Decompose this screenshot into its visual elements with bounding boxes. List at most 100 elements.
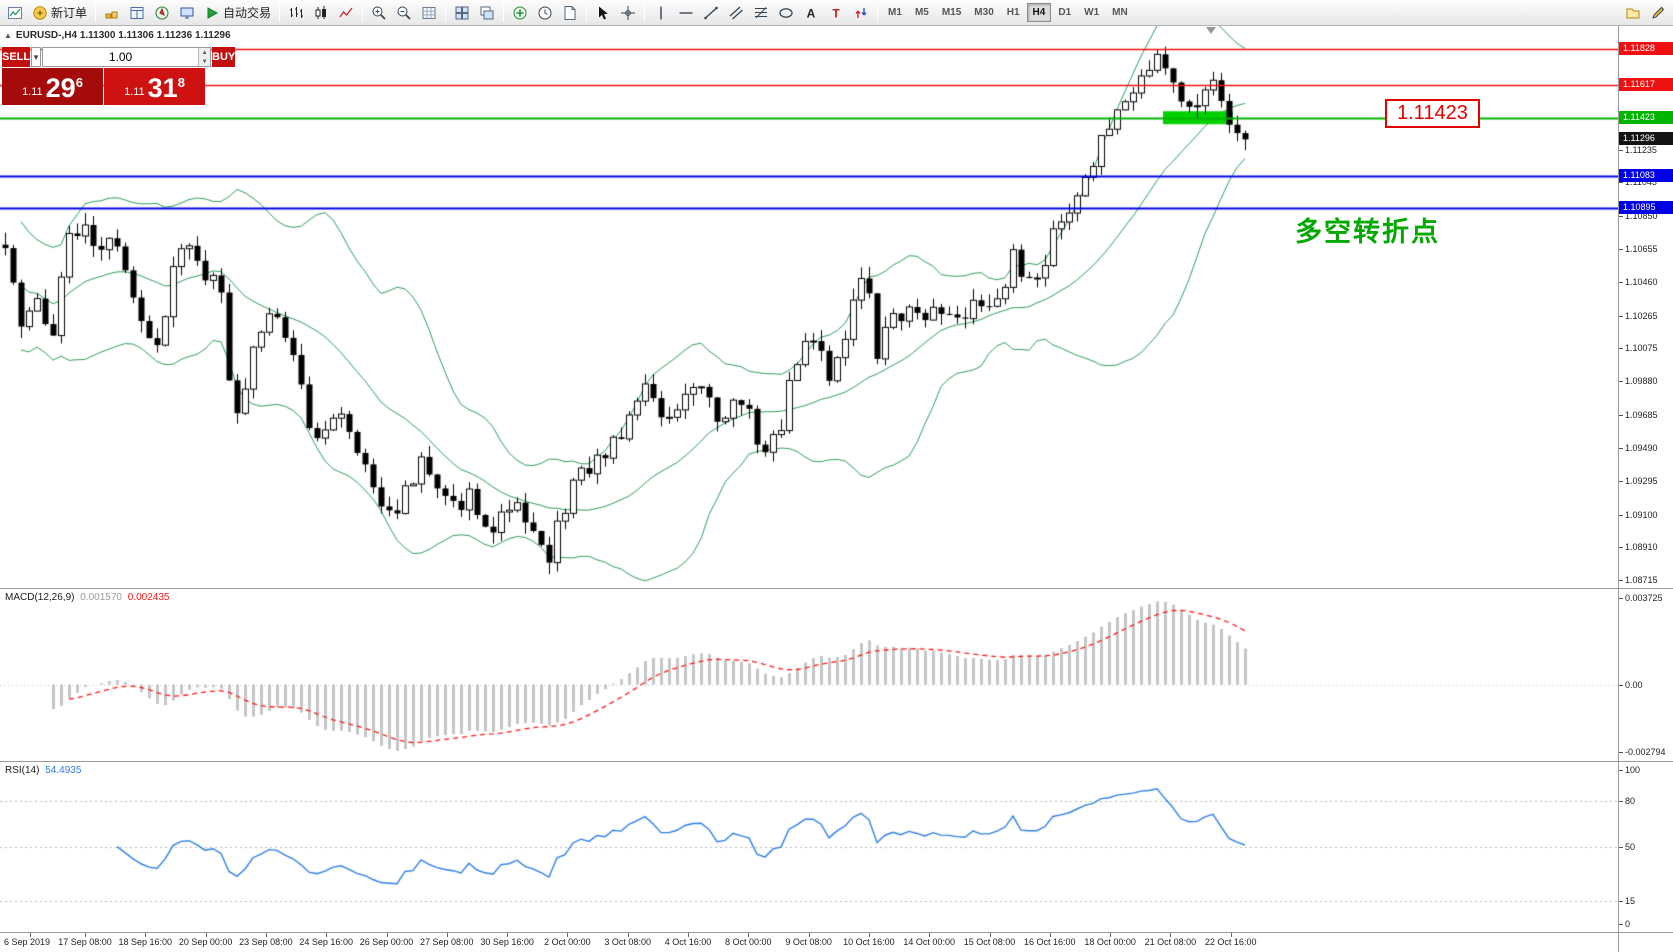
cursor-icon <box>595 5 611 21</box>
timeframe-h1-button[interactable]: H1 <box>1006 7 1020 18</box>
shapes-button[interactable] <box>774 2 798 24</box>
tile-windows-button[interactable] <box>450 2 474 24</box>
candles-button[interactable] <box>309 2 333 24</box>
new-order-button-label: 新订单 <box>51 6 88 20</box>
timeframe-m15-button[interactable]: M15 <box>941 7 962 18</box>
lot-increase-button[interactable]: ▲ <box>199 48 211 57</box>
chart-workspace: ▲ EURUSD-,H4 1.11300 1.11306 1.11236 1.1… <box>0 26 1673 952</box>
macd-label: MACD(12,26,9) <box>5 592 75 603</box>
cascade-windows-button[interactable] <box>475 2 499 24</box>
buy-button[interactable]: BUY <box>212 47 236 67</box>
price-axis-label: 0 <box>1625 919 1631 929</box>
axis-separator <box>1618 588 1673 589</box>
sell-price-button[interactable]: 1.11 29 6 <box>2 68 103 105</box>
macd-panel: MACD(12,26,9) 0.001570 0.002435 <box>0 589 1618 761</box>
new-chart-button[interactable] <box>3 2 27 24</box>
svg-text:A: A <box>807 6 816 20</box>
toolbar-separator <box>586 3 588 22</box>
price-level-label[interactable]: 1.11423 <box>1385 99 1480 128</box>
zoom-out-button[interactable] <box>392 2 416 24</box>
toolbar-separator <box>644 3 646 22</box>
lot-preset-dropdown[interactable]: ▼ <box>31 47 42 67</box>
rsi-panel: RSI(14) 54.4935 <box>0 762 1618 932</box>
panel-separator[interactable] <box>0 588 1618 589</box>
fibonacci-button[interactable] <box>749 2 773 24</box>
macd-canvas[interactable] <box>0 589 1618 761</box>
price-axis-label: 1.08910 <box>1625 542 1658 552</box>
lot-size-input[interactable] <box>43 48 199 66</box>
grid-icon <box>421 5 437 21</box>
rsi-canvas[interactable] <box>0 762 1618 932</box>
axis-tick-mark <box>1619 381 1623 382</box>
quick-edit-button[interactable] <box>1646 2 1670 24</box>
autotrading-icon <box>204 5 220 21</box>
sell-button[interactable]: SELL <box>2 47 31 67</box>
svg-text:T: T <box>832 6 840 20</box>
cursor-button[interactable] <box>591 2 615 24</box>
price-axis-label: 1.10265 <box>1625 311 1658 321</box>
sell-price-sup: 6 <box>75 75 83 90</box>
time-axis-tick <box>809 933 810 937</box>
panel-separator[interactable] <box>0 761 1618 762</box>
timeframe-w1-button[interactable]: W1 <box>1084 7 1100 18</box>
panel-separator[interactable] <box>0 932 1618 933</box>
label-button[interactable]: T <box>824 2 848 24</box>
toolbar-separator <box>95 3 97 22</box>
indicators-icon <box>512 5 528 21</box>
chart-plots: ▲ EURUSD-,H4 1.11300 1.11306 1.11236 1.1… <box>0 26 1618 952</box>
price-axis-tag: 1.11828 <box>1619 42 1673 55</box>
axis-tick-mark <box>1619 924 1623 925</box>
price-axis-label: 0.00 <box>1625 680 1643 690</box>
timeframe-h4-button[interactable]: H4 <box>1026 3 1052 22</box>
chart-shift-marker[interactable] <box>1206 27 1216 34</box>
timeframe-m1-button[interactable]: M1 <box>888 7 902 18</box>
buy-price-button[interactable]: 1.11 31 8 <box>104 68 205 105</box>
time-axis-tick <box>145 933 146 937</box>
time-axis[interactable]: 6 Sep 2019 17 Sep 08:00 18 Sep 16:00 20 Sep… <box>0 933 1618 951</box>
chart-mini-icon <box>7 5 23 21</box>
vline-icon <box>653 5 669 21</box>
timeframe-mn-button[interactable]: MN <box>1112 7 1128 18</box>
time-axis-tick <box>1231 933 1232 937</box>
axis-tick-mark <box>1619 481 1623 482</box>
timeframe-d1-button[interactable]: D1 <box>1058 7 1072 18</box>
price-axis[interactable]: 1.11235 1.11045 1.10850 1.10655 1.10460 1.102… <box>1618 26 1673 952</box>
trendline-button[interactable] <box>699 2 723 24</box>
toolbar-separator <box>445 3 447 22</box>
arrows-button[interactable] <box>849 2 873 24</box>
data-window-button[interactable] <box>125 2 149 24</box>
price-axis-label: 1.10075 <box>1625 343 1658 353</box>
vline-button[interactable] <box>649 2 673 24</box>
chart-profile-button[interactable] <box>1621 2 1645 24</box>
hline-button[interactable] <box>674 2 698 24</box>
axis-tick-mark <box>1619 448 1623 449</box>
timeframe-m30-button[interactable]: M30 <box>974 7 994 18</box>
axis-tick-mark <box>1619 316 1623 317</box>
periods-button[interactable] <box>533 2 557 24</box>
time-axis-tick <box>447 933 448 937</box>
templates-button[interactable] <box>558 2 582 24</box>
indicators-button[interactable] <box>508 2 532 24</box>
auto-arrange-button[interactable] <box>417 2 441 24</box>
macd-title: MACD(12,26,9) 0.001570 0.002435 <box>5 592 172 603</box>
market-watch-button[interactable] <box>100 2 124 24</box>
timeframe-m5-button[interactable]: M5 <box>914 7 929 18</box>
line-chart-icon <box>338 5 354 21</box>
terminal-button[interactable] <box>175 2 199 24</box>
time-axis-tick <box>206 933 207 937</box>
text-button[interactable]: A <box>799 2 823 24</box>
navigator-button[interactable] <box>150 2 174 24</box>
autotrading-button[interactable]: 自动交易 <box>200 2 275 24</box>
crosshair-button[interactable] <box>616 2 640 24</box>
new-order-button[interactable]: 新订单 <box>28 2 91 24</box>
channel-button[interactable] <box>724 2 748 24</box>
panel-collapse-icon[interactable]: ▲ <box>4 31 12 40</box>
channel-icon <box>728 5 744 21</box>
zoom-in-button[interactable] <box>367 2 391 24</box>
time-axis-tick <box>929 933 930 937</box>
lot-decrease-button[interactable]: ▼ <box>199 57 211 66</box>
price-chart-canvas[interactable] <box>0 26 1618 588</box>
line-chart-button[interactable] <box>334 2 358 24</box>
bars-button[interactable] <box>284 2 308 24</box>
buy-price-big: 31 <box>147 73 178 103</box>
